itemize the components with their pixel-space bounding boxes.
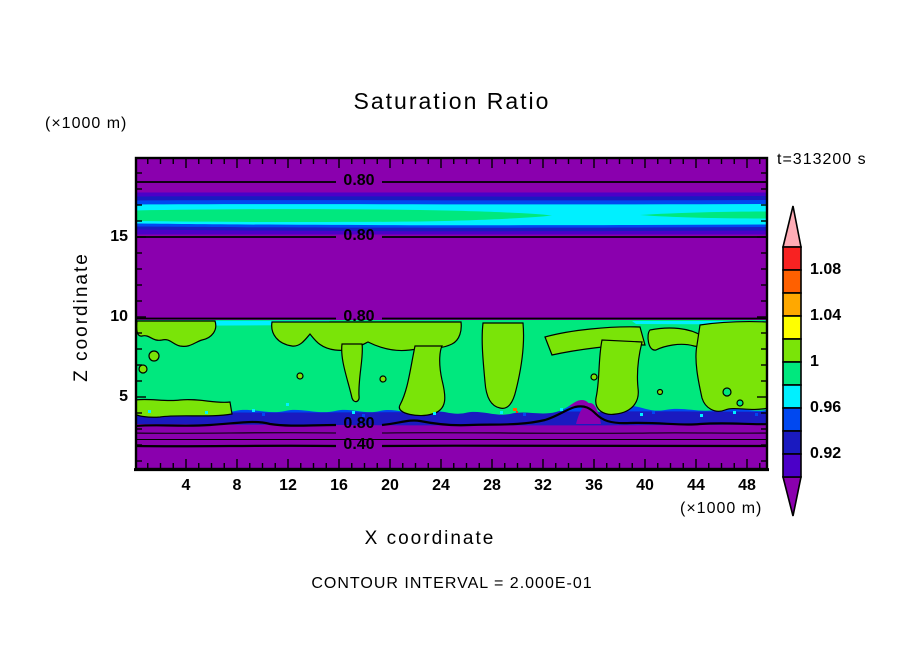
colorbar-segment-navy: [782, 430, 802, 455]
plume-dot: [296, 372, 304, 380]
x-tick-label: 16: [330, 477, 348, 494]
contour-line-thin-upper: [136, 432, 767, 434]
contour-label: 0.40: [343, 436, 375, 453]
contour-interval-note: CONTOUR INTERVAL = 2.000E-01: [311, 575, 593, 592]
contour-label: 0.80: [343, 308, 375, 325]
colorbar-segment-green: [782, 361, 802, 386]
plume-right-mass: [695, 321, 767, 412]
x-tick-label: 4: [181, 477, 191, 494]
speck-cyan: [500, 411, 503, 414]
plume-dot: [656, 388, 664, 396]
x-tick-label: 20: [381, 477, 399, 494]
speck-blue: [652, 411, 655, 414]
y-tick-label: 15: [110, 228, 128, 245]
x-axis-units: (×1000 m): [680, 500, 763, 517]
upper-band-green-core-right: [640, 211, 767, 219]
plot-fills: [136, 181, 767, 448]
speck-blue: [362, 414, 365, 417]
colorbar-tick-label: 0.92: [810, 445, 842, 462]
speck-cyan: [560, 408, 563, 411]
speck-orange: [513, 408, 517, 411]
speck-cyan: [252, 409, 255, 412]
x-tick-label: 44: [687, 477, 705, 494]
contour-lines: [136, 181, 767, 448]
colorbar-bottom-arrow: [781, 476, 802, 517]
x-tick-label: 12: [279, 477, 297, 494]
contour-label: 0.80: [343, 415, 375, 432]
plume-dot: [590, 373, 598, 381]
x-tick-label: 48: [738, 477, 756, 494]
axis-tick-marks: [137, 159, 766, 468]
colorbar-top-arrow: [781, 205, 802, 248]
speck-cyan: [148, 410, 151, 413]
colorbar-tick-label: 0.96: [810, 399, 842, 416]
speck-cyan: [205, 411, 208, 414]
plume-hole: [722, 387, 732, 397]
plume-blob: [138, 364, 148, 374]
purple-intrusion: [576, 403, 601, 424]
plume-slanted-bar: [544, 326, 646, 356]
contour-label: 0.80: [343, 227, 375, 244]
x-tick-label: 24: [432, 477, 450, 494]
contour-line-0.40: [136, 444, 767, 448]
colorbar-segment-violet: [782, 453, 802, 478]
plume-column-right: [595, 339, 643, 415]
colorbar-segment-blue: [782, 407, 802, 432]
y-tick-label: 5: [119, 388, 128, 405]
contour-label: 0.80: [343, 172, 375, 189]
colorbar-segment-orangered: [782, 269, 802, 294]
x-tick-label: 32: [534, 477, 552, 494]
plume-stem-b: [398, 345, 446, 417]
speck-cyan: [640, 413, 643, 416]
plume-stem-a: [341, 343, 364, 403]
time-label: t=313200 s: [777, 151, 867, 168]
plume-bottomleft-strip: [136, 398, 233, 418]
plume-arm-hook: [647, 327, 705, 351]
speck-cyan: [433, 412, 436, 415]
speck-blue: [755, 413, 758, 416]
colorbar-tick-label: 1.08: [810, 261, 842, 278]
colorbar-segment-cyan: [782, 384, 802, 409]
cloud-base-specks: [148, 403, 758, 417]
colorbar-tick-label: 1: [810, 353, 819, 370]
speck-cyan: [700, 414, 703, 417]
plot-title: Saturation Ratio: [353, 88, 551, 114]
colorbar-segment-yellow: [782, 315, 802, 340]
x-tick-label: 28: [483, 477, 501, 494]
contour-line-thin-lower: [136, 438, 767, 441]
speck-red: [516, 411, 518, 413]
x-tick-label: 36: [585, 477, 603, 494]
x-tick-label: 40: [636, 477, 654, 494]
colorbar: [781, 205, 802, 517]
speck-cyan: [286, 403, 289, 406]
colorbar-segment-orange: [782, 292, 802, 317]
plume-blob: [148, 350, 160, 362]
plume-dot: [379, 375, 387, 383]
contour-line-0.80-cloud-base: [136, 405, 767, 428]
y-tick-label: 10: [110, 308, 128, 325]
speck-cyan: [733, 411, 736, 414]
plume-hole: [736, 399, 744, 407]
x-axis-title: X coordinate: [364, 528, 496, 549]
speck-blue: [523, 413, 526, 416]
y-axis-units: (×1000 m): [45, 115, 128, 132]
colorbar-segment-red: [782, 246, 802, 271]
upper-band-green-core-left: [136, 209, 552, 223]
speck-blue: [262, 413, 265, 416]
plume-column-center: [481, 322, 525, 409]
speck-cyan: [352, 411, 355, 414]
colorbar-segment-ygreen: [782, 338, 802, 363]
plume-topleft-cluster: [136, 320, 217, 347]
x-tick-label: 8: [232, 477, 242, 494]
colorbar-tick-label: 1.04: [810, 307, 842, 324]
